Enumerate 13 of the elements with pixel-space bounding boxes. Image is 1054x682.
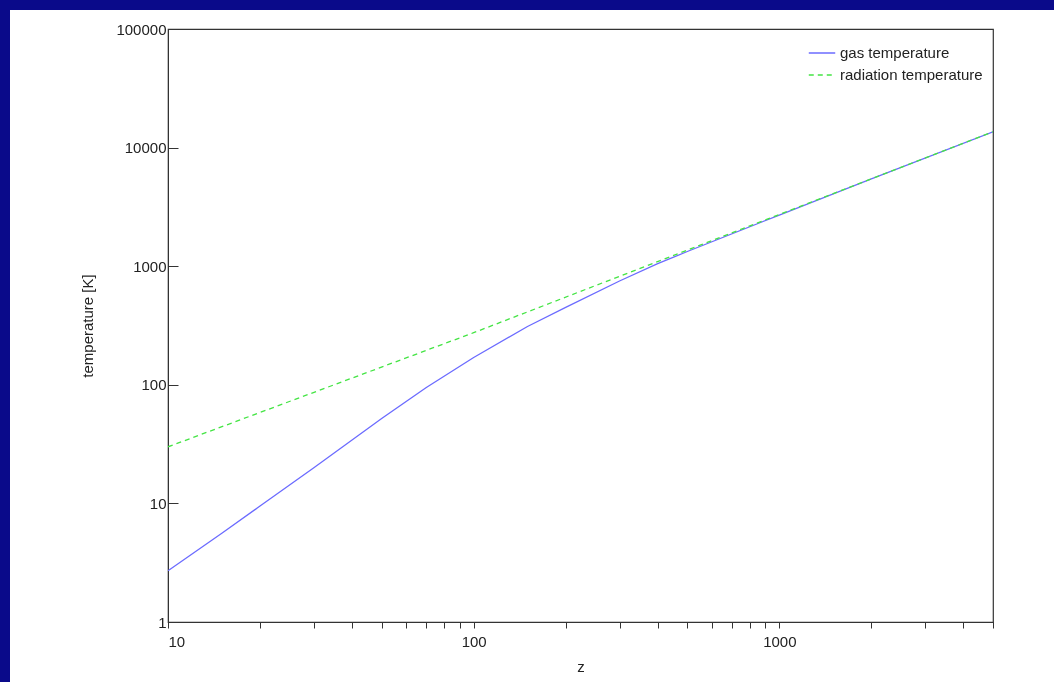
x-axis-title: z (577, 657, 585, 675)
x-tick-label: 100 (461, 632, 487, 650)
y-tick-label: 10000 (124, 139, 167, 157)
y-tick-label: 1 (158, 613, 167, 631)
legend-label: gas temperature (840, 44, 950, 61)
y-axis-title: temperature [K] (79, 274, 97, 378)
y-tick-label: 10 (149, 494, 167, 512)
y-tick-label: 100 (141, 376, 167, 394)
x-tick-label: 10 (168, 632, 186, 650)
legend-label: radiation temperature (840, 66, 983, 83)
y-tick-label: 100000 (116, 20, 167, 38)
x-tick-label: 1000 (763, 632, 797, 650)
y-tick-label: 1000 (133, 257, 167, 275)
